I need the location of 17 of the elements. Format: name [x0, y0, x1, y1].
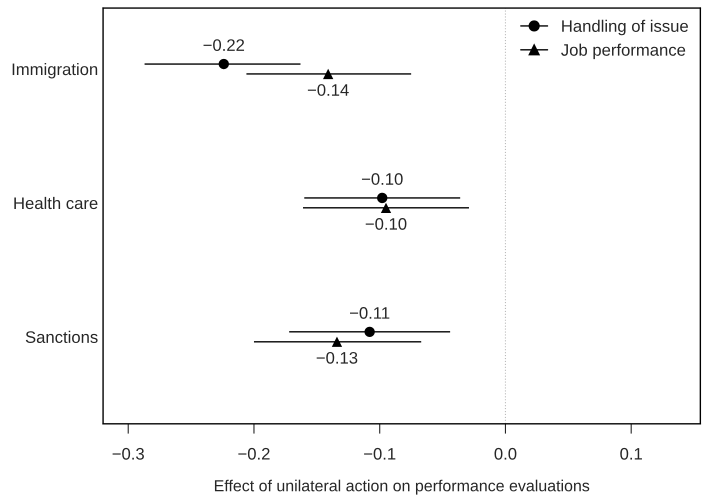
x-axis-title: Effect of unilateral action on performance evaluations — [214, 480, 590, 495]
x-tick-label: −0.3 — [112, 448, 144, 460]
y-tick-label: Health care — [14, 196, 98, 210]
legend-label: Handling of issue — [562, 20, 688, 36]
y-tick-label: Sanctions — [26, 330, 98, 344]
data-label: −0.14 — [308, 84, 349, 96]
x-tick-label: 0.1 — [620, 448, 642, 460]
legend-label: Job performance — [561, 44, 686, 60]
data-label: −0.22 — [204, 39, 244, 52]
data-label: −0.10 — [362, 173, 403, 185]
data-label: −0.11 — [350, 307, 390, 319]
data-label: −0.10 — [366, 218, 406, 230]
data-label: −0.13 — [316, 352, 358, 364]
x-tick-label: −0.1 — [364, 448, 396, 460]
x-tick-label: 0.0 — [494, 448, 516, 460]
y-tick-label: Immigration — [12, 62, 98, 78]
x-tick-label: −0.2 — [238, 448, 270, 460]
